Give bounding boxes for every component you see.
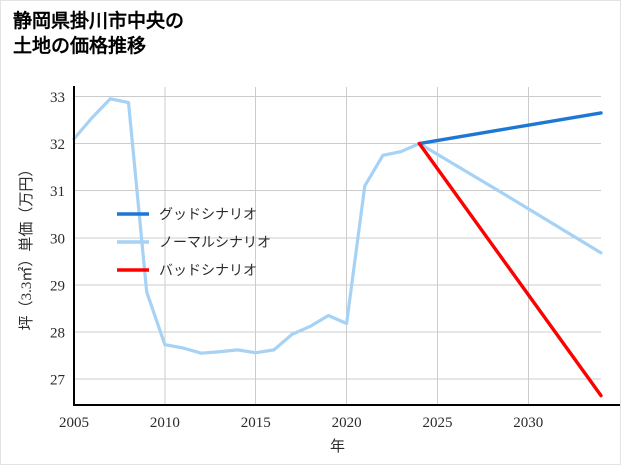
page-title: 静岡県掛川市中央の 土地の価格推移 bbox=[13, 11, 185, 58]
y-axis-title: 坪（3.3㎡）単価（万円） bbox=[18, 162, 35, 331]
legend-label-1: グッドシナリオ bbox=[159, 207, 257, 223]
x-tick-label: 2005 bbox=[59, 415, 89, 431]
y-axis-tick-labels: 27 28 29 30 31 32 33 bbox=[50, 90, 66, 389]
y-gridlines bbox=[74, 95, 601, 380]
x-tick-label: 2025 bbox=[422, 415, 452, 431]
series-line-3 bbox=[417, 141, 603, 398]
y-tick-label: 32 bbox=[50, 137, 65, 153]
series-line-2 bbox=[417, 111, 603, 146]
x-tick-label: 2010 bbox=[150, 415, 180, 431]
y-tick-label: 27 bbox=[50, 373, 66, 389]
axis-spines bbox=[72, 86, 620, 407]
x-tick-label: 2015 bbox=[241, 415, 271, 431]
y-tick-label: 30 bbox=[50, 231, 65, 247]
y-tick-label: 31 bbox=[50, 184, 65, 200]
x-axis-title: 年 bbox=[330, 438, 345, 455]
y-tick-label: 28 bbox=[50, 325, 65, 341]
legend-label-2: ノーマルシナリオ bbox=[159, 236, 271, 251]
data-series-group bbox=[72, 97, 603, 398]
x-tick-label: 2020 bbox=[332, 415, 362, 431]
x-axis-tick-labels: 2005 2010 2015 2020 2025 2030 bbox=[59, 415, 543, 431]
legend-label-3: バッドシナリオ bbox=[159, 264, 257, 279]
y-tick-label: 33 bbox=[50, 90, 65, 106]
x-tick-label: 2030 bbox=[513, 415, 543, 431]
series-line-1 bbox=[72, 97, 603, 355]
y-tick-label: 29 bbox=[50, 278, 65, 294]
